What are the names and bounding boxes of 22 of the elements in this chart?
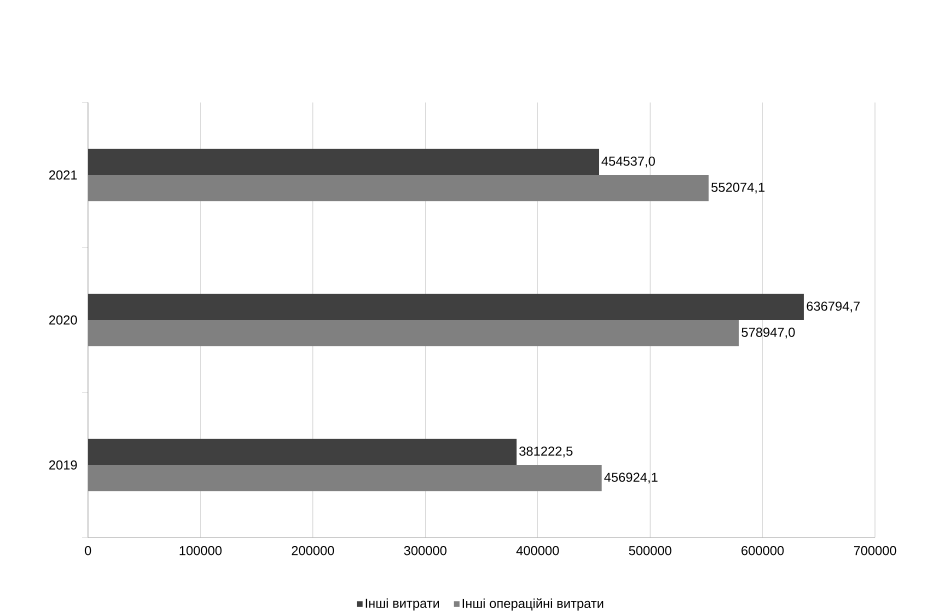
bar xyxy=(88,294,804,320)
x-tick-label: 600000 xyxy=(742,546,784,556)
x-tick-label: 300000 xyxy=(404,546,446,556)
data-label: 456924,1 xyxy=(604,472,658,484)
y-tick-label: 2021 xyxy=(49,170,77,180)
x-tick-label: 200000 xyxy=(292,546,334,556)
bar xyxy=(88,148,600,176)
x-tick-label: 700000 xyxy=(854,546,896,556)
data-label: 578947,0 xyxy=(742,328,795,338)
x-tick-label: 400000 xyxy=(516,546,559,556)
data-label: 454537,0 xyxy=(602,156,655,168)
data-label: 552074,1 xyxy=(711,182,764,194)
x-tick-label: 500000 xyxy=(628,546,672,556)
y-tick-label: 2019 xyxy=(49,460,77,470)
data-label: 636794,7 xyxy=(806,302,860,312)
x-tick-label: 100000 xyxy=(180,546,222,556)
legend-label: Інші операційні витрати xyxy=(462,598,604,611)
x-tick-label: 0 xyxy=(84,546,92,556)
data-label: 381222,5 xyxy=(519,446,572,458)
y-tick-label: 2020 xyxy=(49,315,77,325)
legend-label: Інші витрати xyxy=(366,598,439,611)
bar xyxy=(88,438,517,466)
